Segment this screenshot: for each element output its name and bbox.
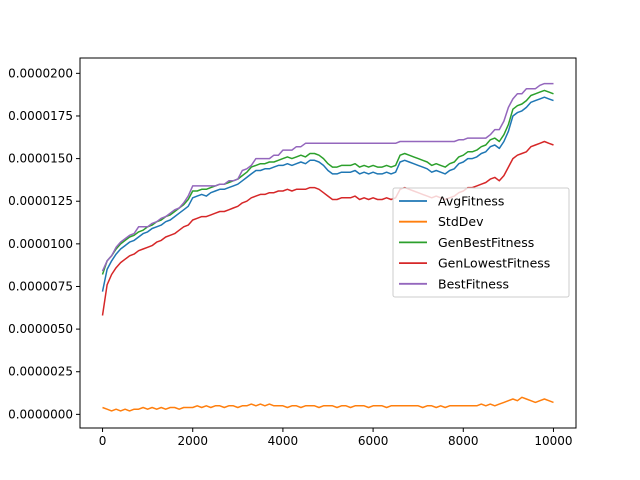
y-tick-label: 0.0000050 <box>8 322 73 336</box>
y-tick-label: 0.0000125 <box>8 194 73 208</box>
legend-label-AvgFitness: AvgFitness <box>438 194 504 209</box>
series-line-AvgFitness <box>101 96 554 292</box>
y-tick-label: 0.0000000 <box>8 407 73 421</box>
y-tick-label: 0.0000175 <box>8 109 73 123</box>
y-tick-label: 0.0000150 <box>8 152 73 166</box>
y-tick-label: 0.0000200 <box>8 66 73 80</box>
y-axis: 0.0000000 0.0000025 0.0000050 0.0000075 0.00… <box>8 66 80 421</box>
legend-label-StdDev: StdDev <box>438 214 484 229</box>
legend-box <box>392 187 570 298</box>
plot-frame <box>79 57 577 429</box>
y-tick-label: 0.0000100 <box>8 237 73 251</box>
x-tick-label: 6000 <box>358 434 389 448</box>
legend: AvgFitness StdDev GenBestFitness GenLowestF… <box>392 187 570 298</box>
x-tick-label: 2000 <box>177 434 208 448</box>
plot-lines <box>101 82 554 412</box>
x-tick-label: 10000 <box>534 434 572 448</box>
legend-label-BestFitness: BestFitness <box>438 276 509 291</box>
x-tick-label: 8000 <box>448 434 479 448</box>
x-tick-label: 0 <box>99 434 107 448</box>
series-line-BestFitness <box>101 82 554 272</box>
series-line-GenLowestFitness <box>101 140 554 316</box>
y-tick-label: 0.0000075 <box>8 279 73 293</box>
legend-label-GenLowestFitness: GenLowestFitness <box>438 256 550 271</box>
y-tick-label: 0.0000025 <box>8 365 73 379</box>
legend-label-GenBestFitness: GenBestFitness <box>438 235 534 250</box>
x-axis: 0 2000 4000 6000 8000 10000 <box>99 428 573 448</box>
series-line-StdDev <box>102 396 554 412</box>
x-tick-label: 4000 <box>268 434 299 448</box>
